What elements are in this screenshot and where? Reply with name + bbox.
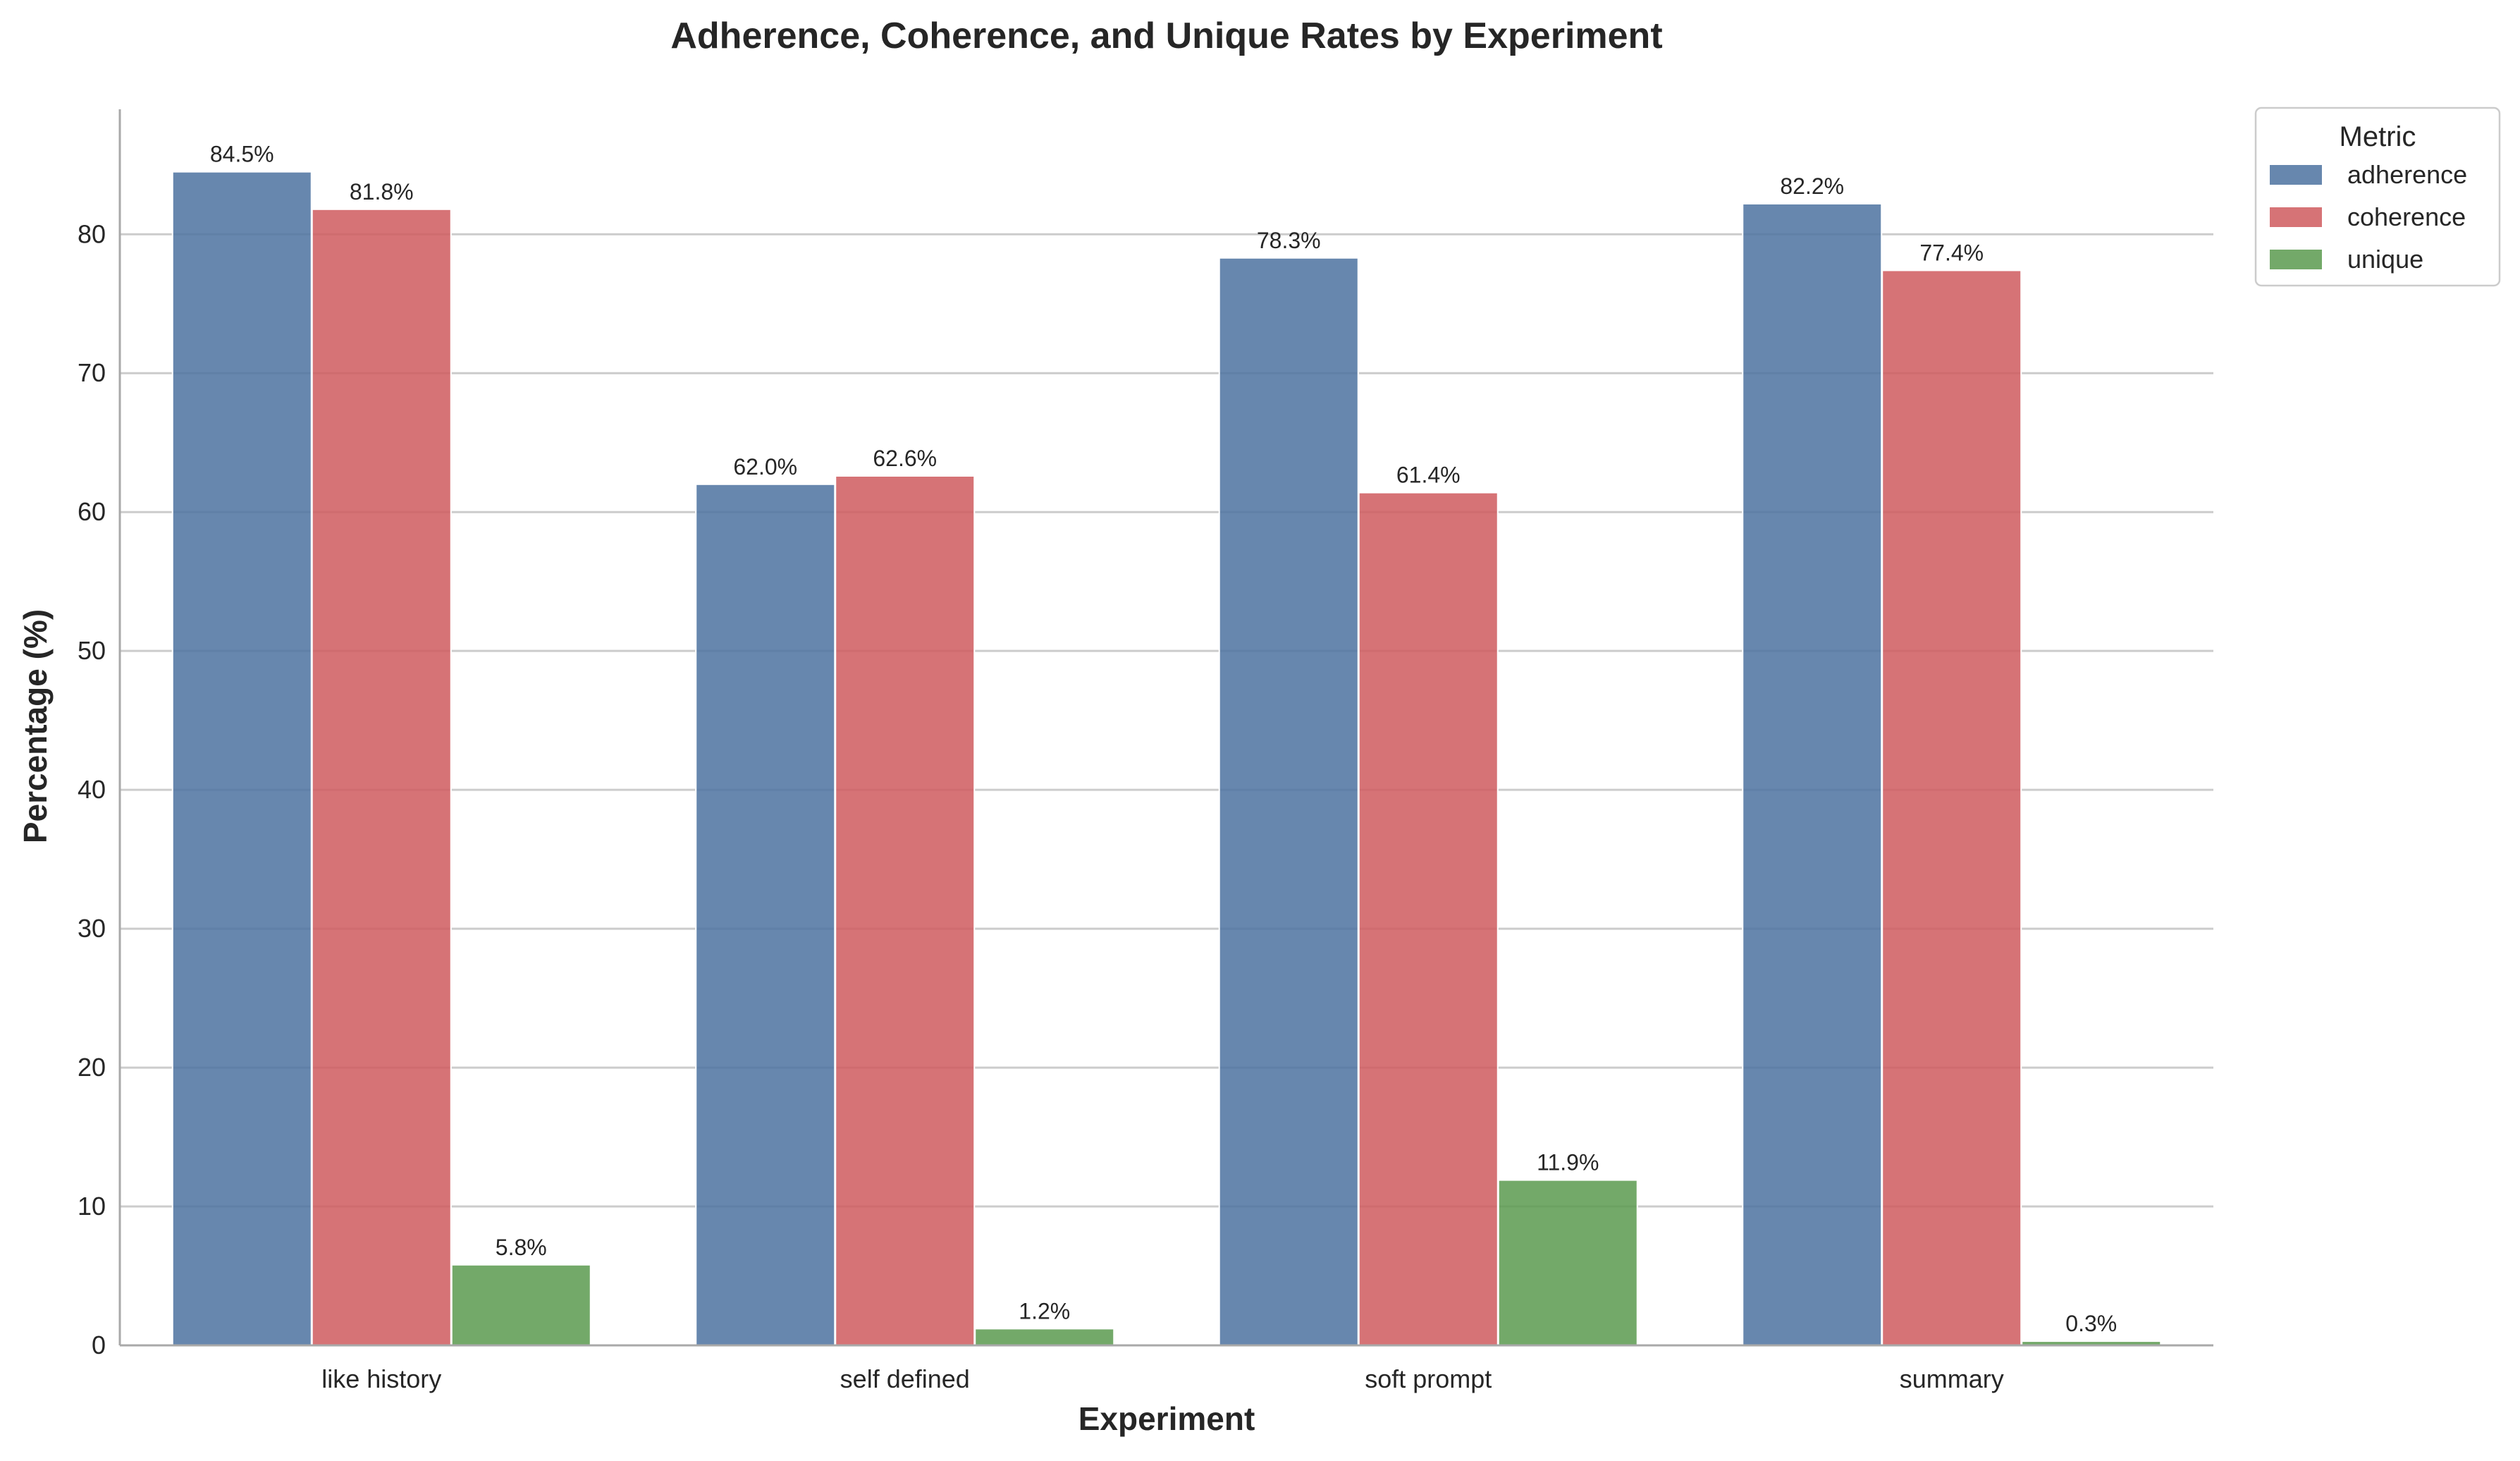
y-tick-label: 30 xyxy=(78,914,106,943)
bar-adherence-summary xyxy=(1742,202,1883,1346)
bar-value-labels: 84.5% 81.8% 5.8% 62.0% 62.6% 1.2% 78.3% 61.4% 11… xyxy=(210,142,2117,1336)
x-tick-label: like history xyxy=(321,1364,441,1393)
legend-label-coherence: coherence xyxy=(2347,202,2466,231)
legend-swatch-adherence xyxy=(2270,165,2322,185)
y-tick-label: 60 xyxy=(78,497,106,526)
legend-items: adherence coherence unique xyxy=(2270,160,2467,274)
bar-adherence-self-defined xyxy=(695,483,836,1346)
y-tick-label: 0 xyxy=(92,1331,106,1359)
bar-unique-self-defined xyxy=(974,1328,1115,1346)
y-tick-label: 40 xyxy=(78,775,106,804)
bar-coherence-self-defined xyxy=(835,475,976,1347)
legend: Metric adherence coherence unique xyxy=(2254,106,2501,287)
x-tick-label: summary xyxy=(1900,1364,2004,1393)
legend-label-adherence: adherence xyxy=(2347,160,2467,189)
x-tick-label: soft prompt xyxy=(1365,1364,1492,1393)
y-tick-labels: 0 10 20 30 40 50 60 70 80 xyxy=(78,219,106,1359)
legend-swatch-unique xyxy=(2270,250,2322,269)
legend-title: Metric xyxy=(2340,121,2416,152)
bar-value-label: 77.4% xyxy=(1919,240,1984,265)
x-tick-labels: like history self defined soft prompt summa… xyxy=(321,1364,2004,1393)
y-tick-label: 80 xyxy=(78,219,106,248)
bar-adherence-soft-prompt xyxy=(1218,257,1359,1347)
bar-coherence-like-history xyxy=(311,208,452,1347)
bar-coherence-summary xyxy=(1881,269,2022,1346)
bar-coherence-soft-prompt xyxy=(1358,491,1499,1346)
x-tick-label: self defined xyxy=(840,1364,970,1393)
bar-value-label: 81.8% xyxy=(350,179,414,204)
bar-value-label: 0.3% xyxy=(2065,1311,2117,1336)
y-tick-label: 50 xyxy=(78,636,106,665)
chart-title: Adherence, Coherence, and Unique Rates b… xyxy=(670,16,1662,56)
y-tick-label: 20 xyxy=(78,1053,106,1082)
bar-value-label: 11.9% xyxy=(1537,1150,1599,1175)
bar-value-label: 1.2% xyxy=(1019,1298,1070,1324)
legend-frame xyxy=(2254,106,2501,287)
bar-value-label: 78.3% xyxy=(1257,228,1321,253)
bar-value-label: 82.2% xyxy=(1780,173,1844,199)
x-axis-label: Experiment xyxy=(1078,1400,1255,1437)
y-tick-label: 70 xyxy=(78,358,106,387)
bar-adherence-like-history xyxy=(171,171,312,1346)
bar-unique-soft-prompt xyxy=(1497,1179,1638,1346)
y-tick-label: 10 xyxy=(78,1192,106,1221)
bar-unique-like-history xyxy=(450,1264,591,1346)
bar-value-label: 61.4% xyxy=(1396,463,1461,488)
legend-swatch-coherence xyxy=(2270,207,2322,227)
bar-value-label: 62.6% xyxy=(873,446,937,471)
bars xyxy=(171,171,2162,1347)
bar-value-label: 84.5% xyxy=(210,142,274,167)
y-axis-label: Percentage (%) xyxy=(17,609,54,843)
bar-value-label: 62.0% xyxy=(733,454,797,479)
grid-lines xyxy=(120,233,2213,1208)
axes xyxy=(118,109,2213,1347)
bar-value-label: 5.8% xyxy=(496,1235,547,1260)
legend-label-unique: unique xyxy=(2347,245,2423,274)
